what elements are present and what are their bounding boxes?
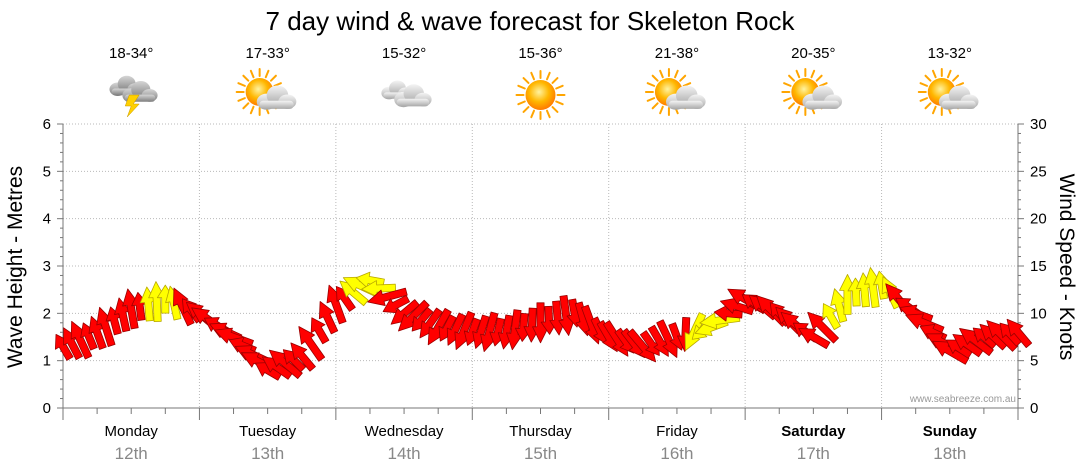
day-temperature-label: 20-35° [791, 45, 835, 62]
wind-arrow [419, 307, 443, 339]
day-name-label: Wednesday [365, 423, 444, 440]
wind-arrow [355, 271, 385, 289]
wind-arrow [367, 287, 408, 306]
partly-cloudy-icon [917, 68, 979, 116]
wind-arrows [54, 267, 1033, 381]
plot-grid [62, 123, 1019, 409]
day-date-label: 17th [797, 444, 830, 463]
partly-cloudy-icon [235, 68, 297, 116]
wind-arrow [282, 349, 307, 373]
right-tick-label: 25 [1030, 163, 1047, 180]
left-tick-label: 4 [43, 211, 51, 228]
day-temperature-label: 15-36° [518, 45, 562, 62]
left-tick-label: 2 [43, 305, 51, 322]
wind-arrow [326, 284, 347, 325]
right-tick-label: 10 [1030, 305, 1047, 322]
wind-arrow [80, 322, 98, 351]
day-temperature-label: 13-32° [928, 45, 972, 62]
lightning-bolt [124, 94, 140, 118]
left-y-axis: 0 1 2 3 4 5 6 [43, 116, 63, 417]
left-tick-label: 3 [43, 258, 51, 275]
chart-title: 7 day wind & wave forecast for Skeleton … [266, 6, 796, 36]
wind-arrow [361, 280, 397, 297]
wind-arrow [382, 295, 410, 314]
wind-arrow [822, 303, 841, 331]
wind-arrow [647, 324, 669, 357]
right-axis-label: Wind Speed - Knots [1055, 174, 1078, 361]
day-temperature-label: 18-34° [109, 45, 153, 62]
left-tick-label: 6 [43, 116, 51, 133]
weather-icon-row [109, 68, 979, 120]
day-name-label: Thursday [509, 423, 572, 440]
left-tick-label: 1 [43, 353, 51, 370]
cloud-shape [666, 85, 706, 110]
day-date-label: 13th [251, 444, 284, 463]
wind-arrow [148, 281, 166, 323]
partly-cloudy-icon [644, 68, 706, 116]
day-name-label: Saturday [781, 423, 846, 440]
day-date-label: 15th [524, 444, 557, 463]
day-name-label: Tuesday [239, 423, 296, 440]
wind-arrow [830, 288, 848, 323]
wind-arrow [807, 311, 839, 344]
wind-arrow [96, 306, 116, 347]
left-tick-label: 5 [43, 163, 51, 180]
right-tick-label: 30 [1030, 116, 1047, 133]
day-temperature-label: 21-38° [655, 45, 699, 62]
wind-arrow [70, 320, 93, 360]
day-name-label: Monday [105, 423, 159, 440]
partly-cloudy-icon [781, 68, 843, 116]
wind-arrow [298, 326, 326, 362]
left-axis-label: Wave Height - Metres [4, 166, 27, 368]
right-tick-label: 5 [1030, 353, 1038, 370]
wind-arrow [310, 317, 330, 345]
day-date-label: 16th [660, 444, 693, 463]
cloud-shape [394, 84, 432, 108]
day-temperature-label: 15-32° [382, 45, 426, 62]
storm-icon [109, 75, 158, 118]
day-date-label: 14th [388, 444, 421, 463]
wind-arrow [63, 327, 83, 361]
day-date-label: 18th [933, 444, 966, 463]
watermark: www.seabreeze.com.au [909, 394, 1016, 405]
wind-arrow [639, 330, 660, 356]
wind-arrow [798, 328, 831, 350]
x-axis: Monday 12th Tuesday 13th Wednesday 14th Thursd… [62, 408, 1019, 463]
wind-arrow [549, 300, 567, 336]
sunny-icon [515, 70, 566, 120]
cloud-shape [802, 85, 843, 110]
right-tick-label: 15 [1030, 258, 1047, 275]
temperature-row: 18-34° 17-33° 15-32° 15-36° 21-38° 20-35° 13-3… [109, 45, 972, 62]
cloud-shape [256, 85, 297, 110]
sun-shape [515, 70, 566, 120]
right-tick-label: 0 [1030, 400, 1038, 417]
right-tick-label: 20 [1030, 211, 1047, 228]
day-date-label: 12th [115, 444, 148, 463]
day-name-label: Sunday [923, 423, 978, 440]
left-tick-label: 0 [43, 400, 51, 417]
wind-arrow [318, 301, 339, 335]
right-y-axis: 0 5 10 15 20 25 30 [1018, 116, 1047, 417]
cloudy-icon [381, 80, 432, 108]
cloud-shape [938, 85, 979, 110]
day-name-label: Friday [656, 423, 698, 440]
day-temperature-label: 17-33° [245, 45, 289, 62]
wind-arrow [54, 333, 74, 361]
wind-arrow [1006, 318, 1033, 349]
wind-arrow [290, 342, 316, 372]
